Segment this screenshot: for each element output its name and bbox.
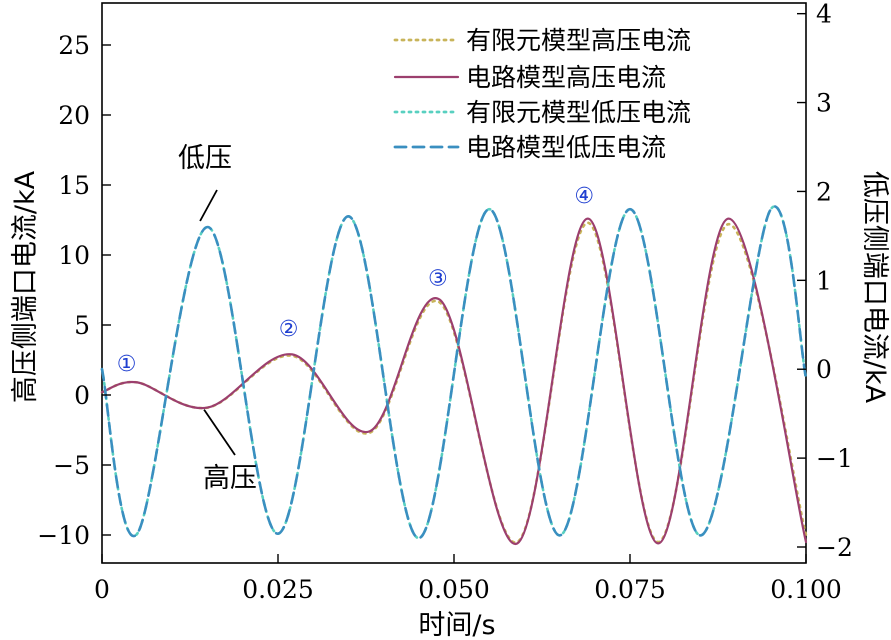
legend-label-1: 有限元模型高压电流: [466, 26, 691, 55]
x-tick-label: 0.025: [242, 575, 314, 604]
series-layer: [100, 205, 808, 545]
y-left-tick-label: −10: [37, 521, 90, 550]
event-marker-2: ②: [279, 317, 299, 342]
y-left-tick-label: 25: [58, 31, 90, 60]
x-axis-label: 时间/s: [418, 610, 495, 640]
y-right-tick-label: 3: [816, 89, 832, 118]
y-left-tick-label: −5: [53, 451, 90, 480]
x-tick-label: 0.075: [594, 575, 666, 604]
annotation-label-high: 高压: [203, 463, 257, 494]
y-right-tick-label: −1: [816, 444, 853, 473]
y-axis-left-label: 高压侧端口电流/kA: [10, 170, 41, 403]
y-right-tick-label: 1: [816, 266, 832, 295]
y-left-tick-label: 10: [58, 241, 90, 270]
y-left-tick-label: 5: [74, 311, 90, 340]
event-marker-3: ③: [428, 266, 448, 291]
ticks-layer: 0 0.025 0.050 0.075 0.100−10−50510152025−2−1…: [37, 0, 853, 604]
legend-label-4: 电路模型低压电流: [466, 133, 666, 162]
series-line-4: [100, 205, 808, 540]
legend-label-3: 有限元模型低压电流: [466, 98, 691, 127]
y-left-tick-label: 0: [74, 381, 90, 410]
y-left-tick-label: 15: [58, 171, 90, 200]
y-axis-right-label: 低压侧端口电流/kA: [859, 171, 890, 404]
y-right-tick-label: 4: [816, 0, 832, 29]
annotation-leader-high: [203, 409, 236, 456]
y-right-tick-label: −2: [816, 533, 853, 562]
annotation-label-low: 低压: [178, 143, 232, 174]
event-marker-4: ④: [574, 184, 594, 209]
y-right-tick-label: 0: [816, 355, 832, 384]
legend-label-2: 电路模型高压电流: [466, 63, 666, 92]
annotation-leader-low: [199, 189, 218, 222]
y-left-tick-label: 20: [58, 101, 90, 130]
x-tick-label: 0.100: [770, 575, 842, 604]
x-tick-label: 0.050: [418, 575, 490, 604]
event-marker-1: ①: [117, 352, 137, 377]
x-tick-label: 0: [94, 575, 110, 604]
y-right-tick-label: 2: [816, 177, 832, 206]
series-line-1: [100, 221, 808, 544]
series-line-2: [100, 217, 808, 545]
